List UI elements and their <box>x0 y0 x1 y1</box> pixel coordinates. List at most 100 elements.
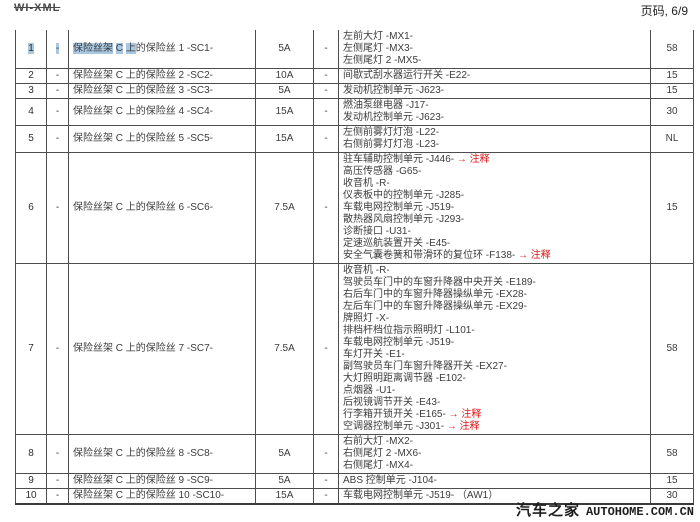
component-line: 行李箱开锁开关 -E165- → 注释 <box>343 409 482 420</box>
value-cell: 15 <box>650 152 694 264</box>
dash: - <box>55 490 60 501</box>
component-line: 左侧尾灯 -MX3- <box>343 43 413 54</box>
amperage-cell: 7.5A <box>255 263 314 435</box>
amperage-cell: 15A <box>255 488 314 505</box>
component-line: 燃油泵继电器 -J17- <box>343 100 429 111</box>
dash-cell: - <box>46 125 69 153</box>
component-line: 左侧前雾灯灯泡 -L22- <box>343 127 440 138</box>
amperage-cell: 10A <box>255 68 314 84</box>
row-number: 1 <box>28 43 34 54</box>
table-row: 1- 保险丝架 C 上的保险丝 1 -SC1- 5A - 左前大灯 -MX1- 左侧尾灯 … <box>15 30 694 69</box>
component-line: 间歇式刮水器运行开关 -E22- <box>343 70 471 81</box>
row-number-cell: 4 <box>15 98 47 126</box>
component-line: 发动机控制单元 -J623- <box>343 112 445 123</box>
component-line: 点烟器 -U1- <box>343 385 396 396</box>
fuse-description-cell: 保险丝架 C 上的保险丝 4 -SC4- <box>68 98 256 126</box>
fuse-description-cell: 保险丝架 C 上的保险丝 7 -SC7- <box>68 263 256 435</box>
dash-cell: - <box>46 98 69 126</box>
dash-cell: - <box>313 152 339 264</box>
dash-cell: - <box>313 30 339 69</box>
component-line: 大灯照明距离调节器 -E102- <box>343 373 466 384</box>
value-cell: 15 <box>650 68 694 84</box>
value-cell: 58 <box>650 434 694 474</box>
row-number: 7 <box>28 343 34 354</box>
component-line: 收音机 -R- <box>343 178 390 189</box>
component-line: 散热器风扇控制单元 -J293- <box>343 214 465 225</box>
dash-cell: - <box>46 263 69 435</box>
table-row: 3- 保险丝架 C 上的保险丝 3 -SC3- 5A - 发动机控制单元 -J623- 1… <box>15 83 694 99</box>
dash-cell: - <box>46 83 69 99</box>
row-number: 6 <box>28 202 34 213</box>
dash-cell: - <box>313 473 339 489</box>
watermark-chinese-logo: 汽车之家 <box>515 503 580 519</box>
dash: - <box>55 106 60 117</box>
table-row: 9- 保险丝架 C 上的保险丝 9 -SC9- 5A - ABS 控制单元 -J104-… <box>15 473 694 489</box>
page-number: 页码, 6/9 <box>640 4 688 18</box>
row-number-cell: 7 <box>15 263 47 435</box>
component-line: ABS 控制单元 -J104- <box>343 475 437 486</box>
row-number: 8 <box>28 448 34 459</box>
dash-cell: - <box>313 263 339 435</box>
search-highlight: 上 <box>125 43 136 54</box>
component-line: 牌照灯 -X- <box>343 313 390 324</box>
component-line: 定速巡航装置开关 -E45- <box>343 238 451 249</box>
table-row: 10- 保险丝架 C 上的保险丝 10 -SC10- 15A - 车载电网控制单元 -J… <box>15 488 694 505</box>
dash: - <box>55 202 60 213</box>
dash-cell: - <box>313 68 339 84</box>
row-number: 4 <box>28 106 34 117</box>
fuse-description-cell: 保险丝架 C 上的保险丝 1 -SC1- <box>68 30 256 69</box>
row-number-cell: 3 <box>15 83 47 99</box>
dash: - <box>55 133 60 144</box>
fuse-table: 1- 保险丝架 C 上的保险丝 1 -SC1- 5A - 左前大灯 -MX1- 左侧尾灯 … <box>15 30 694 505</box>
components-cell: 燃油泵继电器 -J17- 发动机控制单元 -J623- <box>338 98 651 126</box>
component-line: 排档杆档位指示照明灯 -L101- <box>343 325 475 336</box>
row-number-cell: 6 <box>15 152 47 264</box>
dash-cell: - <box>313 98 339 126</box>
dash-cell: - <box>46 434 69 474</box>
note-reference-link: → 注释 <box>444 421 480 432</box>
table-row: 5- 保险丝架 C 上的保险丝 5 -SC5- 15A - 左侧前雾灯灯泡 -L22- 右… <box>15 125 694 153</box>
amperage-cell: 15A <box>255 98 314 126</box>
fuse-description-cell: 保险丝架 C 上的保险丝 8 -SC8- <box>68 434 256 474</box>
note-reference-link: → 注释 <box>454 154 490 165</box>
dash: - <box>55 70 60 81</box>
value-cell: 15 <box>650 473 694 489</box>
component-line: 空调器控制单元 -J301- → 注释 <box>343 421 480 432</box>
dash-cell: - <box>46 473 69 489</box>
component-line: 车载电网控制单元 -J519- <box>343 202 455 213</box>
fuse-description-cell: 保险丝架 C 上的保险丝 3 -SC3- <box>68 83 256 99</box>
table-row: 8- 保险丝架 C 上的保险丝 8 -SC8- 5A - 右前大灯 -MX2- 右侧尾灯 … <box>15 434 694 474</box>
row-number: 2 <box>28 70 34 81</box>
amperage-cell: 5A <box>255 434 314 474</box>
value-cell: 30 <box>650 98 694 126</box>
fuse-description-text: 的保险丝 1 -SC1- <box>135 43 214 54</box>
row-number-cell: 1 <box>15 30 47 69</box>
dash: - <box>55 448 60 459</box>
component-line: 高压传感器 -G65- <box>343 166 422 177</box>
component-line: 右侧尾灯 2 -MX6- <box>343 448 422 459</box>
fuse-description-cell: 保险丝架 C 上的保险丝 2 -SC2- <box>68 68 256 84</box>
component-line: 车灯开关 -E1- <box>343 349 405 360</box>
component-line: 发动机控制单元 -J623- <box>343 85 445 96</box>
fuse-table-container: 1- 保险丝架 C 上的保险丝 1 -SC1- 5A - 左前大灯 -MX1- 左侧尾灯 … <box>15 30 694 505</box>
component-line: 诊断接口 -U31- <box>343 226 411 237</box>
note-reference-link: → 注释 <box>515 250 551 261</box>
component-line: 收音机 -R- <box>343 265 390 276</box>
row-number-cell: 2 <box>15 68 47 84</box>
component-line: 驾驶员车门中的车窗升降器中央开关 -E189- <box>343 277 536 288</box>
row-number: 9 <box>28 475 34 486</box>
component-line: 左后车门中的车窗升降器操纵单元 -EX29- <box>343 301 527 312</box>
value-cell: NL <box>650 125 694 153</box>
dash-cell: - <box>46 488 69 505</box>
dash-cell: - <box>313 83 339 99</box>
row-number-cell: 10 <box>15 488 47 505</box>
components-cell: 驻车辅助控制单元 -J446- → 注释 高压传感器 -G65- 收音机 -R- 仪表… <box>338 152 651 264</box>
dash-cell: - <box>313 125 339 153</box>
amperage-cell: 7.5A <box>255 152 314 264</box>
amperage-cell: 5A <box>255 473 314 489</box>
row-number-cell: 5 <box>15 125 47 153</box>
page-header: WI-XML 页码, 6/9 <box>14 2 688 19</box>
component-line: 车载电网控制单元 -J519- （AW1） <box>343 490 499 501</box>
document-reference: WI-XML <box>14 2 61 14</box>
components-cell: 右前大灯 -MX2- 右侧尾灯 2 -MX6- 右侧尾灯 -MX4- <box>338 434 651 474</box>
